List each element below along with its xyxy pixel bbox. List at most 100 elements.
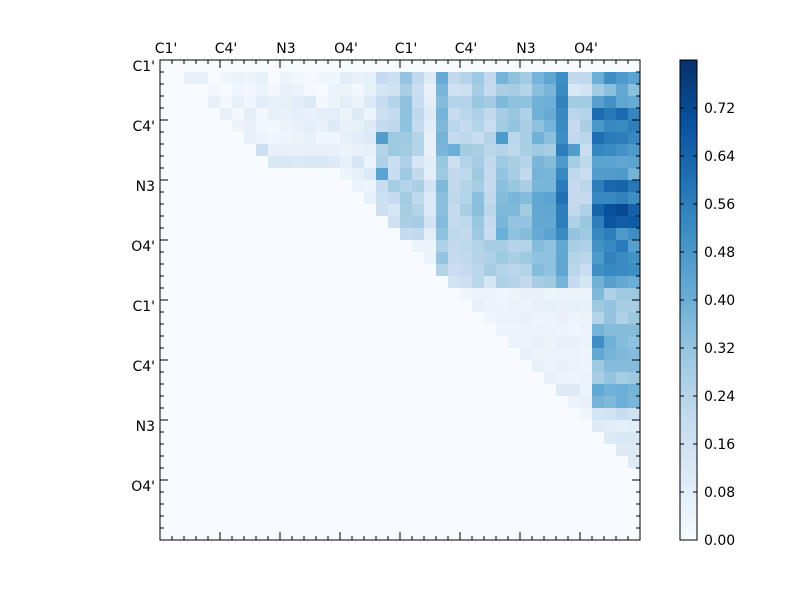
- heatmap-cell: [436, 192, 449, 205]
- heatmap-cell: [616, 132, 629, 145]
- heatmap-cell: [508, 96, 521, 109]
- heatmap-cell: [376, 480, 389, 493]
- heatmap-cell: [340, 456, 353, 469]
- heatmap-cell: [484, 216, 497, 229]
- heatmap-cell: [592, 384, 605, 397]
- heatmap-cell: [256, 276, 269, 289]
- heatmap-cell: [256, 468, 269, 481]
- heatmap-cell: [508, 528, 521, 541]
- heatmap-cell: [568, 360, 581, 373]
- heatmap-cell: [316, 444, 329, 457]
- heatmap-cell: [196, 96, 209, 109]
- heatmap-cell: [280, 468, 293, 481]
- heatmap-cell: [268, 276, 281, 289]
- heatmap-cell: [340, 420, 353, 433]
- heatmap-cell: [520, 132, 533, 145]
- heatmap-cell: [436, 72, 449, 85]
- heatmap-cell: [412, 372, 425, 385]
- heatmap-cell: [472, 180, 485, 193]
- heatmap-cell: [544, 300, 557, 313]
- heatmap-cell: [184, 276, 197, 289]
- heatmap-cell: [628, 96, 641, 109]
- heatmap-cell: [400, 168, 413, 181]
- heatmap-cell: [292, 144, 305, 157]
- heatmap-cell: [592, 264, 605, 277]
- heatmap-cell: [316, 108, 329, 121]
- heatmap-cell: [424, 168, 437, 181]
- colorbar-gradient: [680, 60, 697, 540]
- heatmap-cell: [208, 204, 221, 217]
- heatmap-cell: [532, 336, 545, 349]
- heatmap-cell: [496, 240, 509, 253]
- heatmap-cell: [436, 432, 449, 445]
- heatmap-cell: [520, 180, 533, 193]
- heatmap-cell: [436, 396, 449, 409]
- heatmap-cell: [424, 180, 437, 193]
- heatmap-cell: [448, 168, 461, 181]
- heatmap-cell: [400, 180, 413, 193]
- heatmap-cell: [508, 108, 521, 121]
- heatmap-cell: [340, 156, 353, 169]
- heatmap-cell: [604, 240, 617, 253]
- heatmap-cell: [316, 396, 329, 409]
- heatmap-cell: [400, 288, 413, 301]
- heatmap-cell: [220, 480, 233, 493]
- heatmap-cell: [244, 468, 257, 481]
- heatmap-cell: [304, 384, 317, 397]
- heatmap-cell: [364, 216, 377, 229]
- heatmap-cell: [460, 480, 473, 493]
- heatmap-cell: [520, 480, 533, 493]
- heatmap-cell: [604, 180, 617, 193]
- heatmap-cell: [628, 60, 641, 73]
- heatmap-cell: [196, 300, 209, 313]
- heatmap-cell: [544, 348, 557, 361]
- heatmap-cell: [304, 60, 317, 73]
- heatmap-cell: [376, 216, 389, 229]
- heatmap-cell: [484, 336, 497, 349]
- heatmap-cell: [592, 300, 605, 313]
- heatmap-cell: [484, 204, 497, 217]
- heatmap-cell: [256, 156, 269, 169]
- heatmap-cell: [328, 288, 341, 301]
- heatmap-cell: [400, 216, 413, 229]
- heatmap-cell: [304, 528, 317, 541]
- heatmap-cell: [424, 456, 437, 469]
- heatmap-cell: [340, 180, 353, 193]
- heatmap-cell: [604, 420, 617, 433]
- heatmap-cell: [496, 60, 509, 73]
- heatmap-cell: [484, 504, 497, 517]
- heatmap-cell: [400, 204, 413, 217]
- heatmap-cell: [580, 132, 593, 145]
- heatmap-cell: [424, 96, 437, 109]
- heatmap-cell: [232, 432, 245, 445]
- heatmap-cell: [568, 156, 581, 169]
- heatmap-cell: [280, 348, 293, 361]
- heatmap-cell: [328, 432, 341, 445]
- heatmap-cell: [544, 132, 557, 145]
- heatmap-cell: [280, 264, 293, 277]
- heatmap-cell: [520, 156, 533, 169]
- heatmap-cell: [580, 504, 593, 517]
- heatmap-cell: [424, 360, 437, 373]
- heatmap-cell: [496, 144, 509, 157]
- heatmap-cell: [160, 504, 173, 517]
- heatmap-cell: [172, 288, 185, 301]
- heatmap-cell: [448, 240, 461, 253]
- heatmap-cell: [484, 276, 497, 289]
- heatmap-cell: [388, 504, 401, 517]
- heatmap-cell: [256, 312, 269, 325]
- heatmap-cell: [592, 420, 605, 433]
- heatmap-cell: [616, 252, 629, 265]
- heatmap-cell: [400, 336, 413, 349]
- heatmap-cell: [352, 132, 365, 145]
- heatmap-cell: [508, 60, 521, 73]
- heatmap-cell: [376, 84, 389, 97]
- heatmap-cell: [196, 444, 209, 457]
- heatmap-cell: [364, 132, 377, 145]
- heatmap-cell: [388, 408, 401, 421]
- heatmap-cell: [520, 504, 533, 517]
- heatmap-cell: [628, 468, 641, 481]
- heatmap-cell: [196, 192, 209, 205]
- heatmap-cell: [232, 408, 245, 421]
